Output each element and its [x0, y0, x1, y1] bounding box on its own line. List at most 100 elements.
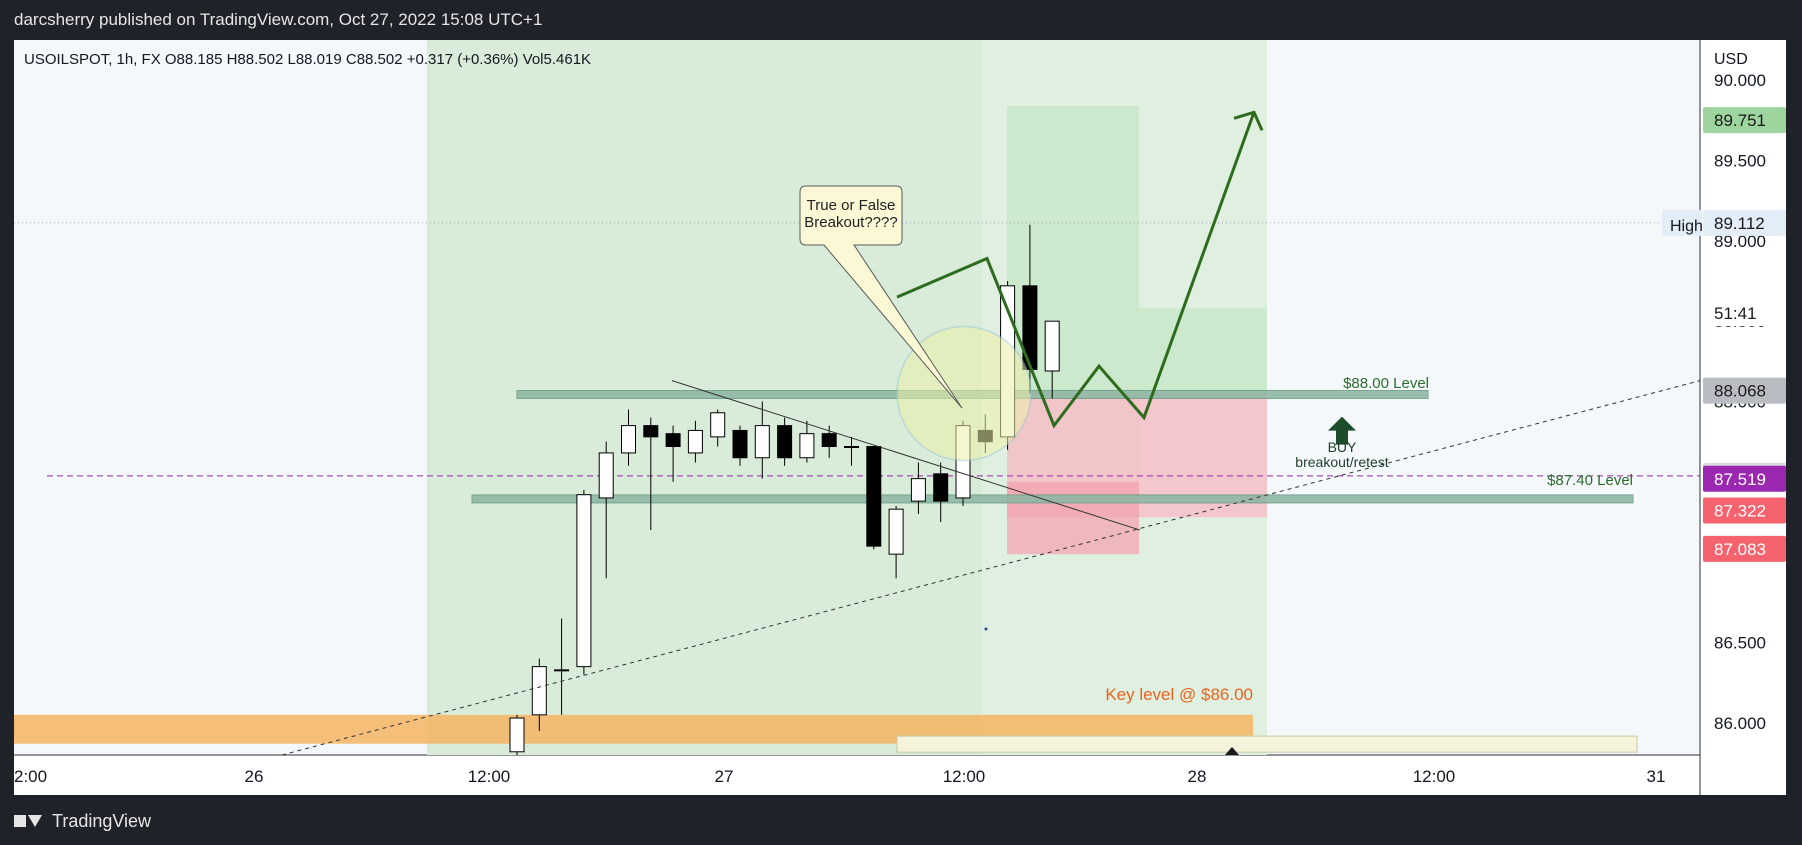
- candle[interactable]: [598, 441, 614, 579]
- x-tick-label: 12:00: [943, 767, 986, 786]
- price-label: 87.322: [1703, 497, 1786, 524]
- callout-line-2: Breakout????: [804, 214, 897, 231]
- candle[interactable]: [687, 420, 703, 463]
- level-8740-label: $87.40 Level: [1547, 472, 1633, 489]
- price-label: 51:41: [1703, 300, 1786, 327]
- caret-icon: [1225, 747, 1239, 755]
- x-tick-label: 26: [245, 767, 264, 786]
- candle[interactable]: [554, 618, 570, 715]
- candle[interactable]: [710, 409, 726, 447]
- candle[interactable]: [621, 409, 636, 466]
- price-label-text: 87.322: [1714, 501, 1766, 520]
- candle-body-up: [888, 508, 904, 555]
- tradingview-logo-icon: [14, 813, 44, 829]
- chart-panel[interactable]: 90.00089.50089.00088.50088.00087.50086.5…: [14, 40, 1786, 795]
- candle-body-up: [509, 717, 525, 753]
- candle[interactable]: [777, 417, 793, 466]
- loss-box-deep: [1007, 481, 1139, 555]
- profit-box-right: [1139, 308, 1267, 394]
- zone-8740-level: [471, 494, 1634, 504]
- x-tick-label: 27: [715, 767, 734, 786]
- x-tick-label: 28: [1188, 767, 1207, 786]
- price-label-bg: [1703, 535, 1786, 562]
- price-label-bg: [1703, 209, 1786, 236]
- level-88-label: $88.00 Level: [1343, 375, 1429, 392]
- price-label: 87.519: [1703, 465, 1786, 492]
- buy-sub-label: breakout/retest: [1295, 454, 1388, 470]
- y-tick-label: 86.500: [1714, 634, 1766, 653]
- price-label-bg: [1703, 465, 1786, 492]
- y-tick-label: 90.000: [1714, 71, 1766, 90]
- high-tag-bg: [1662, 209, 1702, 236]
- candle-body-down: [866, 446, 882, 547]
- candle[interactable]: [576, 489, 592, 675]
- candle-body-down: [643, 425, 659, 438]
- price-label-text: 88.068: [1714, 382, 1766, 401]
- candle[interactable]: [509, 714, 525, 755]
- candle-body-up: [531, 666, 547, 716]
- price-label: 87.083: [1703, 535, 1786, 562]
- candle[interactable]: [933, 462, 949, 523]
- brand-text: TradingView: [52, 810, 152, 831]
- high-label: High: [1670, 218, 1703, 235]
- price-label-text: 89.751: [1714, 111, 1766, 130]
- candle-body-down: [777, 425, 793, 459]
- callout-line-1: True or False: [807, 197, 896, 214]
- currency-label: USD: [1714, 51, 1748, 68]
- price-label-bg: [1703, 497, 1786, 524]
- candle[interactable]: [821, 425, 837, 458]
- candle-body-down: [821, 433, 837, 448]
- candle[interactable]: [888, 505, 904, 579]
- candle[interactable]: [866, 446, 882, 550]
- key-level-label: Key level @ $86.00: [1105, 685, 1253, 704]
- buy-label: BUY: [1328, 439, 1357, 455]
- price-axis-bg: [1700, 40, 1786, 795]
- price-label-text: 51:41: [1714, 304, 1757, 323]
- candle[interactable]: [754, 401, 770, 479]
- candle-body-up: [598, 452, 614, 499]
- marker-dot: [984, 627, 988, 631]
- time-axis-bg: [14, 755, 1700, 795]
- projection-arrowhead: [1233, 110, 1264, 131]
- candle-body-down: [933, 473, 949, 502]
- candle-body-up: [710, 412, 726, 438]
- buy-arrow-icon: [1328, 416, 1356, 445]
- y-tick-label: 89.500: [1714, 152, 1766, 171]
- candle-body-up: [687, 429, 703, 454]
- x-tick-label: 12:00: [1413, 767, 1456, 786]
- candle-body-up: [799, 433, 815, 459]
- symbol-info: USOILSPOT, 1h, FX O88.185 H88.502 L88.01…: [24, 51, 591, 68]
- candle-body-down: [732, 429, 748, 459]
- candle[interactable]: [665, 425, 681, 482]
- candle-body-down: [665, 433, 681, 448]
- price-label-text: 89.112: [1714, 214, 1765, 233]
- candle[interactable]: [531, 658, 547, 731]
- bottom-note-box: [896, 735, 1638, 753]
- candle[interactable]: [643, 417, 659, 531]
- candle[interactable]: [844, 436, 859, 466]
- candle-body-up: [754, 425, 770, 459]
- x-tick-label: 31: [1647, 767, 1666, 786]
- candle[interactable]: [910, 462, 926, 514]
- footer-brand: TradingView: [14, 804, 151, 838]
- descending-trendline: [671, 380, 1141, 531]
- candlestick-chart[interactable]: 90.00089.50089.00088.50088.00087.50086.5…: [14, 40, 1786, 795]
- candle-body-up: [554, 669, 570, 672]
- price-label-text: 87.083: [1714, 540, 1766, 559]
- price-label-text: 87.519: [1714, 470, 1766, 489]
- price-label-bg: [1703, 377, 1786, 404]
- x-tick-label: 2:00: [14, 767, 47, 786]
- candle[interactable]: [799, 420, 815, 463]
- y-tick-label: 89.000: [1714, 232, 1766, 251]
- price-label: 88.068: [1703, 377, 1786, 404]
- y-tick-label: 86.000: [1714, 714, 1766, 733]
- candle[interactable]: [1044, 320, 1060, 399]
- price-label: 89.112: [1703, 209, 1786, 236]
- x-tick-label: 12:00: [468, 767, 511, 786]
- price-label-bg: [1703, 107, 1786, 134]
- price-label-bg: [1703, 300, 1786, 327]
- projection-path: [896, 111, 1256, 429]
- candle[interactable]: [732, 425, 748, 466]
- publisher-header: darcsherry published on TradingView.com,…: [0, 0, 1802, 40]
- candle-body-up: [576, 494, 592, 668]
